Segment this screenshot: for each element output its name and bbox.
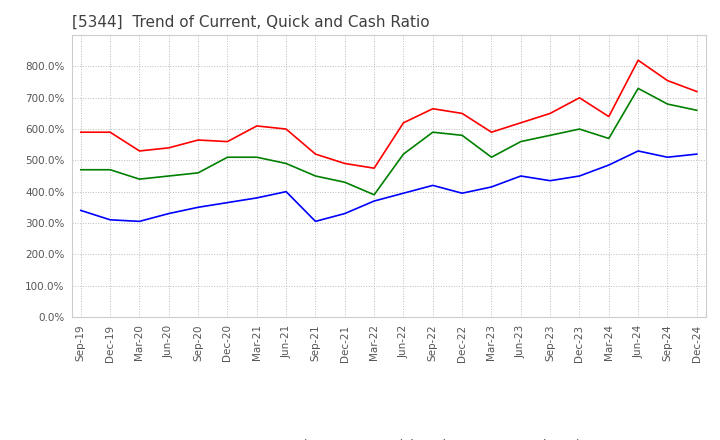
Current Ratio bbox=[135, 148, 144, 154]
Quick Ratio bbox=[634, 86, 642, 91]
Line: Quick Ratio: Quick Ratio bbox=[81, 88, 697, 195]
Current Ratio bbox=[370, 165, 379, 171]
Current Ratio bbox=[341, 161, 349, 166]
Quick Ratio bbox=[76, 167, 85, 172]
Current Ratio bbox=[106, 129, 114, 135]
Cash Ratio bbox=[693, 151, 701, 157]
Cash Ratio bbox=[516, 173, 525, 179]
Current Ratio bbox=[164, 145, 173, 150]
Current Ratio bbox=[634, 58, 642, 63]
Cash Ratio bbox=[194, 205, 202, 210]
Cash Ratio bbox=[428, 183, 437, 188]
Quick Ratio bbox=[575, 126, 584, 132]
Quick Ratio bbox=[399, 151, 408, 157]
Quick Ratio bbox=[311, 173, 320, 179]
Cash Ratio bbox=[311, 219, 320, 224]
Cash Ratio bbox=[282, 189, 290, 194]
Current Ratio bbox=[399, 120, 408, 125]
Quick Ratio bbox=[164, 173, 173, 179]
Quick Ratio bbox=[194, 170, 202, 176]
Cash Ratio bbox=[458, 191, 467, 196]
Current Ratio bbox=[487, 129, 496, 135]
Current Ratio bbox=[194, 137, 202, 143]
Cash Ratio bbox=[605, 162, 613, 168]
Cash Ratio bbox=[341, 211, 349, 216]
Current Ratio bbox=[282, 126, 290, 132]
Legend: Current Ratio, Quick Ratio, Cash Ratio: Current Ratio, Quick Ratio, Cash Ratio bbox=[186, 434, 592, 440]
Quick Ratio bbox=[458, 133, 467, 138]
Quick Ratio bbox=[546, 133, 554, 138]
Cash Ratio bbox=[634, 148, 642, 154]
Current Ratio bbox=[458, 111, 467, 116]
Current Ratio bbox=[311, 151, 320, 157]
Cash Ratio bbox=[487, 184, 496, 190]
Quick Ratio bbox=[341, 180, 349, 185]
Current Ratio bbox=[76, 129, 85, 135]
Current Ratio bbox=[605, 114, 613, 119]
Quick Ratio bbox=[663, 101, 672, 106]
Quick Ratio bbox=[487, 154, 496, 160]
Quick Ratio bbox=[370, 192, 379, 198]
Cash Ratio bbox=[370, 198, 379, 204]
Cash Ratio bbox=[399, 191, 408, 196]
Cash Ratio bbox=[223, 200, 232, 205]
Current Ratio bbox=[516, 120, 525, 125]
Quick Ratio bbox=[135, 176, 144, 182]
Quick Ratio bbox=[282, 161, 290, 166]
Cash Ratio bbox=[164, 211, 173, 216]
Quick Ratio bbox=[693, 108, 701, 113]
Current Ratio bbox=[253, 123, 261, 128]
Quick Ratio bbox=[516, 139, 525, 144]
Current Ratio bbox=[428, 106, 437, 111]
Quick Ratio bbox=[605, 136, 613, 141]
Current Ratio bbox=[693, 89, 701, 94]
Quick Ratio bbox=[428, 129, 437, 135]
Line: Cash Ratio: Cash Ratio bbox=[81, 151, 697, 221]
Cash Ratio bbox=[76, 208, 85, 213]
Current Ratio bbox=[663, 78, 672, 83]
Text: [5344]  Trend of Current, Quick and Cash Ratio: [5344] Trend of Current, Quick and Cash … bbox=[72, 15, 430, 30]
Cash Ratio bbox=[135, 219, 144, 224]
Quick Ratio bbox=[253, 154, 261, 160]
Quick Ratio bbox=[106, 167, 114, 172]
Cash Ratio bbox=[663, 154, 672, 160]
Current Ratio bbox=[546, 111, 554, 116]
Current Ratio bbox=[223, 139, 232, 144]
Cash Ratio bbox=[546, 178, 554, 183]
Cash Ratio bbox=[253, 195, 261, 201]
Cash Ratio bbox=[106, 217, 114, 223]
Cash Ratio bbox=[575, 173, 584, 179]
Line: Current Ratio: Current Ratio bbox=[81, 60, 697, 168]
Current Ratio bbox=[575, 95, 584, 100]
Quick Ratio bbox=[223, 154, 232, 160]
